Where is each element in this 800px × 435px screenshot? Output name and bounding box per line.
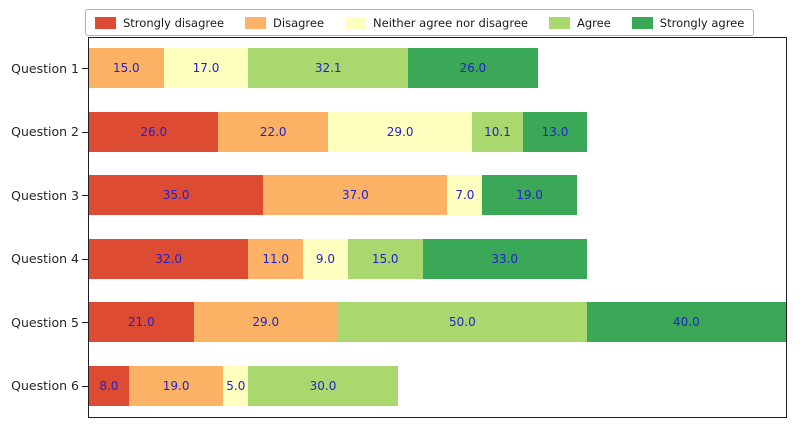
legend-swatch-icon (245, 16, 267, 29)
legend: Strongly disagree Disagree Neither agree n… (85, 9, 755, 36)
legend-item: Neither agree nor disagree (345, 16, 528, 30)
bar-value-label: 15.0 (371, 251, 399, 266)
bar-segment: 19.0 (128, 365, 224, 406)
y-axis-tick-mark (82, 195, 88, 197)
bar-value-label: 33.0 (491, 251, 519, 266)
bar-segment: 30.0 (248, 365, 398, 406)
legend-swatch-icon (345, 16, 367, 29)
stacked-bar-row: 8.0 19.0 5.0 30.0 (89, 365, 786, 406)
bar-value-label: 19.0 (516, 188, 543, 203)
legend-label: Strongly disagree (123, 15, 225, 30)
bar-segment: 13.0 (522, 111, 588, 152)
bar-value-label: 8.0 (99, 378, 119, 393)
bar-value-label: 29.0 (386, 124, 414, 139)
bar-segment: 26.0 (408, 48, 538, 89)
bar-segment: 33.0 (422, 238, 587, 279)
plot-area: 15.0 17.0 32.1 26.0 26.0 22.0 29.0 10.1 13.0 35.0… (88, 37, 787, 418)
bar-segment: 32.1 (248, 48, 409, 89)
y-axis-tick-mark (82, 322, 88, 324)
y-axis-tick-label: Question 3 (11, 187, 79, 203)
bar-value-label: 21.0 (127, 315, 155, 330)
legend-label: Disagree (273, 15, 325, 30)
bar-segment: 21.0 (89, 302, 194, 343)
bar-segment: 17.0 (163, 48, 249, 89)
bar-value-label: 11.0 (262, 251, 290, 266)
bar-value-label: 35.0 (162, 188, 190, 203)
legend-label: Agree (576, 15, 611, 30)
bar-segment: 22.0 (218, 111, 328, 152)
legend-label: Neither agree nor disagree (373, 15, 528, 30)
y-axis-tick-label: Question 6 (11, 378, 79, 394)
bar-segment: 15.0 (347, 238, 423, 279)
stacked-bar-row: 26.0 22.0 29.0 10.1 13.0 (89, 111, 786, 152)
bar-segment: 19.0 (482, 175, 577, 216)
bar-segment: 5.0 (223, 365, 249, 406)
legend-swatch-icon (95, 16, 116, 29)
bar-value-label: 50.0 (449, 315, 476, 330)
bar-value-label: 15.0 (112, 61, 140, 76)
bar-segment: 7.0 (447, 175, 483, 216)
bar-value-label: 29.0 (252, 315, 280, 330)
legend-item: Strongly agree (631, 15, 745, 30)
y-axis-tick-mark (82, 258, 88, 260)
bar-value-label: 10.1 (484, 124, 511, 139)
y-axis-tick-label: Question 1 (11, 60, 79, 76)
bar-value-label: 26.0 (459, 61, 487, 76)
bar-value-label: 40.0 (673, 315, 700, 330)
legend-label: Strongly agree (659, 15, 745, 30)
bar-segment: 32.0 (89, 238, 249, 279)
bar-value-label: 37.0 (341, 188, 369, 203)
legend-swatch-icon (631, 16, 653, 29)
bar-value-label: 32.0 (155, 251, 183, 266)
bar-segment: 40.0 (586, 302, 786, 343)
y-axis-tick-label: Question 4 (11, 251, 79, 267)
stacked-bar-row: 35.0 37.0 7.0 19.0 (89, 175, 786, 216)
bar-value-label: 13.0 (541, 124, 569, 139)
stacked-bar-row: 32.0 11.0 9.0 15.0 33.0 (89, 238, 786, 279)
bar-segment: 8.0 (89, 365, 129, 406)
legend-item: Agree (548, 15, 611, 30)
bar-segment: 26.0 (89, 111, 219, 152)
bar-value-label: 7.0 (455, 188, 475, 203)
bar-segment: 35.0 (89, 175, 264, 216)
bar-value-label: 19.0 (162, 378, 190, 393)
bar-value-label: 32.1 (314, 61, 342, 76)
legend-item: Strongly disagree (95, 16, 224, 30)
bar-segment: 15.0 (89, 48, 164, 89)
bar-value-label: 5.0 (226, 378, 246, 393)
legend-item: Disagree (245, 16, 324, 30)
y-axis-tick-label: Question 2 (11, 124, 79, 140)
y-axis-tick-mark (82, 68, 88, 70)
y-axis-tick-mark (82, 131, 88, 133)
bar-segment: 37.0 (263, 175, 448, 216)
bar-segment: 50.0 (337, 302, 587, 343)
bar-segment: 11.0 (248, 238, 304, 279)
stacked-bar-row: 21.0 29.0 50.0 40.0 (89, 302, 786, 343)
bar-value-label: 26.0 (140, 124, 168, 139)
bar-segment: 29.0 (327, 111, 473, 152)
bar-segment: 29.0 (193, 302, 338, 343)
bar-value-label: 9.0 (315, 251, 335, 266)
bar-value-label: 30.0 (309, 378, 337, 393)
bar-segment: 9.0 (303, 238, 348, 279)
y-axis-tick-mark (82, 385, 88, 387)
bar-value-label: 22.0 (259, 124, 287, 139)
stacked-bar-row: 15.0 17.0 32.1 26.0 (89, 48, 786, 89)
bar-segment: 10.1 (472, 111, 523, 152)
bar-value-label: 17.0 (192, 61, 220, 76)
legend-swatch-icon (548, 16, 570, 29)
y-axis-tick-label: Question 5 (11, 314, 79, 330)
